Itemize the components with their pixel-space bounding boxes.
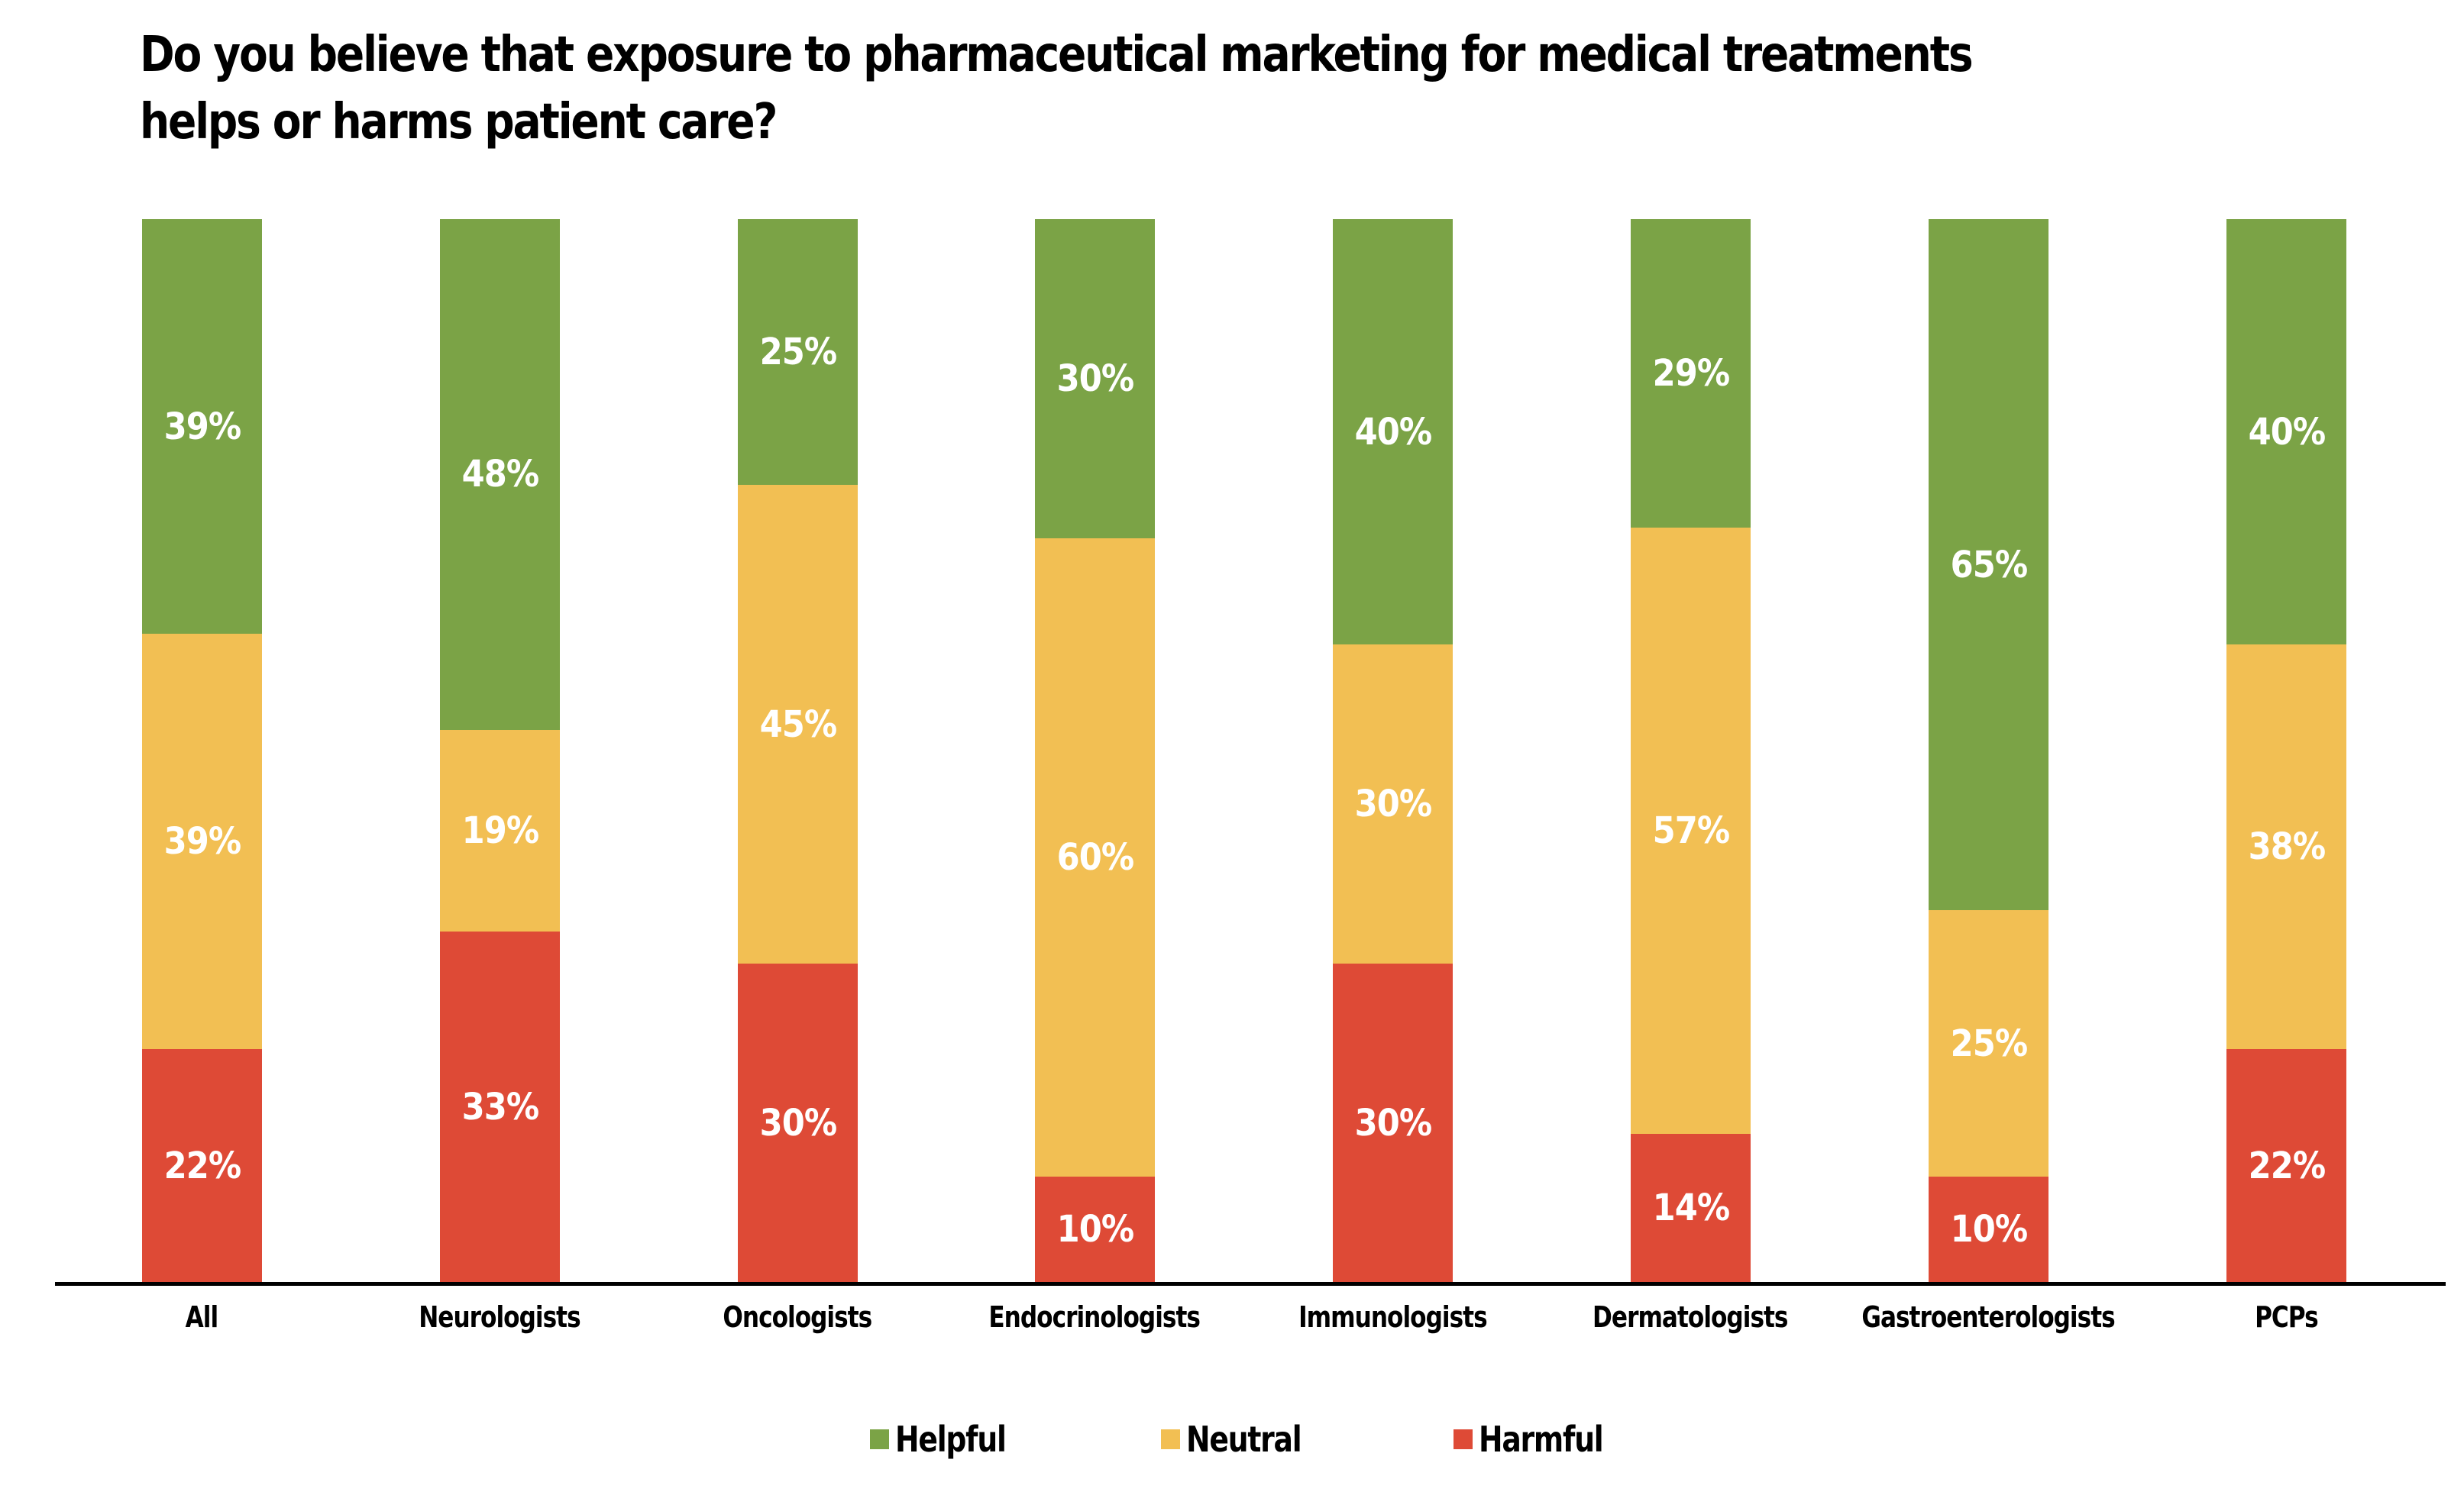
data-label: 40%	[1354, 410, 1432, 454]
data-label: 60%	[1056, 835, 1134, 879]
x-tick-label: Oncologists	[723, 1300, 873, 1334]
legend-item-helpful[interactable]: Helpful	[870, 1416, 1030, 1462]
data-label: 30%	[759, 1102, 837, 1145]
x-tick-label: Gastroenterologists	[1861, 1300, 2115, 1334]
bar-all: 39% 39% 22%	[142, 219, 262, 1283]
data-label: 25%	[1950, 1022, 2028, 1065]
chart-title: Do you believe that exposure to pharmace…	[140, 21, 2045, 156]
segment-neutral: 39%	[142, 634, 262, 1049]
x-tick-label: All	[185, 1300, 219, 1334]
segment-helpful: 39%	[142, 219, 262, 635]
bar-neurologists: 48% 19% 33%	[440, 219, 560, 1283]
segment-helpful: 40%	[2226, 219, 2346, 645]
segment-harmful: 30%	[1333, 964, 1453, 1283]
legend-swatch-harmful	[1454, 1429, 1473, 1449]
data-label: 65%	[1950, 543, 2028, 586]
chart-title-line-2: helps or harms patient care?	[140, 94, 778, 150]
data-label: 48%	[461, 453, 539, 496]
data-label: 57%	[1652, 809, 1730, 852]
legend-label: Neutral	[1186, 1419, 1302, 1460]
legend-label: Helpful	[895, 1419, 1007, 1460]
bar-gastroenterologists: 65% 25% 10%	[1929, 219, 2048, 1283]
x-tick-label: Immunologists	[1298, 1300, 1488, 1334]
legend-label: Harmful	[1479, 1419, 1604, 1460]
segment-harmful: 10%	[1929, 1176, 2048, 1283]
segment-helpful: 40%	[1333, 219, 1453, 645]
segment-neutral: 38%	[2226, 644, 2346, 1049]
bar-dermatologists: 29% 57% 14%	[1631, 219, 1751, 1283]
segment-neutral: 45%	[738, 485, 858, 964]
segment-harmful: 30%	[738, 964, 858, 1283]
segment-harmful: 22%	[2226, 1048, 2346, 1283]
bar-oncologists: 25% 45% 30%	[738, 219, 858, 1283]
segment-harmful: 33%	[440, 932, 560, 1283]
x-tick-label: PCPs	[2254, 1300, 2319, 1334]
data-label: 14%	[1652, 1187, 1730, 1230]
chart-title-line-1: Do you believe that exposure to pharmace…	[140, 27, 1974, 83]
data-label: 45%	[759, 702, 837, 746]
chart-legend: Helpful Neutral Harmful	[0, 1416, 2464, 1462]
segment-harmful: 22%	[142, 1048, 262, 1283]
bar-endocrinologists: 30% 60% 10%	[1035, 219, 1155, 1283]
segment-neutral: 60%	[1035, 538, 1155, 1177]
data-label: 29%	[1652, 351, 1730, 395]
x-axis-line	[55, 1282, 2446, 1286]
bar-pcps: 40% 38% 22%	[2226, 219, 2346, 1283]
segment-neutral: 30%	[1333, 644, 1453, 964]
x-tick-label: Dermatologists	[1593, 1300, 1788, 1334]
legend-swatch-helpful	[870, 1429, 889, 1449]
data-label: 22%	[163, 1144, 241, 1187]
segment-neutral: 25%	[1929, 910, 2048, 1177]
legend-item-neutral[interactable]: Neutral	[1161, 1416, 1326, 1462]
legend-item-harmful[interactable]: Harmful	[1454, 1416, 1630, 1462]
data-label: 30%	[1056, 357, 1134, 400]
data-label: 40%	[2248, 410, 2326, 454]
legend-swatch-neutral	[1161, 1429, 1180, 1449]
segment-harmful: 14%	[1631, 1133, 1751, 1283]
data-label: 39%	[163, 819, 241, 863]
x-tick-label: Neurologists	[419, 1300, 580, 1334]
segment-helpful: 25%	[738, 219, 858, 486]
segment-neutral: 19%	[440, 729, 560, 932]
data-label: 10%	[1950, 1208, 2028, 1251]
data-label: 10%	[1056, 1208, 1134, 1251]
segment-helpful: 48%	[440, 219, 560, 730]
segment-helpful: 29%	[1631, 219, 1751, 528]
segment-harmful: 10%	[1035, 1176, 1155, 1283]
segment-helpful: 65%	[1929, 219, 2048, 911]
data-label: 33%	[461, 1086, 539, 1129]
data-label: 39%	[163, 405, 241, 448]
data-label: 30%	[1354, 783, 1432, 826]
data-label: 25%	[759, 331, 837, 374]
x-tick-label: Endocrinologists	[988, 1300, 1201, 1334]
bar-immunologists: 40% 30% 30%	[1333, 219, 1453, 1283]
data-label: 30%	[1354, 1102, 1432, 1145]
data-label: 19%	[461, 809, 539, 852]
data-label: 22%	[2248, 1144, 2326, 1187]
data-label: 38%	[2248, 825, 2326, 868]
segment-neutral: 57%	[1631, 527, 1751, 1134]
segment-helpful: 30%	[1035, 219, 1155, 538]
